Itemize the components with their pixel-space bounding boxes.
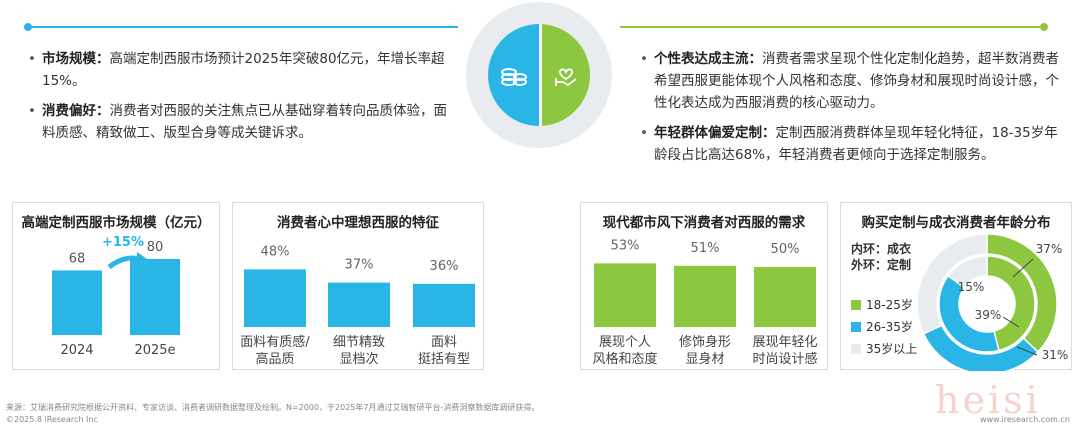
inner-ring-slice xyxy=(947,255,988,289)
age-distribution-title: 购买定制与成衣消费者年龄分布 xyxy=(861,215,1051,231)
legend-label: 18-25岁 xyxy=(866,297,913,312)
age-distribution-panel: 购买定制与成衣消费者年龄分布 37% 31% 15% 39% 内环：成衣 外环：定制 18-… xyxy=(840,202,1072,371)
left-connector-line xyxy=(28,26,458,28)
ideal-features-panel: 消费者心中理想西服的特征 48% 面料有质感/高品质 37% 细节精致 显档次 36% 面料… xyxy=(232,202,484,370)
x-tick-label: 风格和态度 xyxy=(592,351,657,367)
market-size-title: 高端定制西服市场规模（亿元） xyxy=(21,215,211,231)
left-connector-dot xyxy=(24,23,32,31)
right-connector-dot xyxy=(1040,23,1048,31)
ideal-features-title: 消费者心中理想西服的特征 xyxy=(277,215,439,231)
data-label: 80 xyxy=(147,240,164,255)
x-tick-label: 2024 xyxy=(60,343,93,358)
bullet-consumer-preference: 消费偏好：消费者对西服的关注焦点已从基础穿着转向品质体验，面料质感、精致做工、版… xyxy=(28,100,448,144)
outer-ring-slice xyxy=(916,233,988,335)
leader-line xyxy=(1012,258,1034,278)
x-tick-label: 2025e xyxy=(134,343,175,358)
leader-line xyxy=(1016,346,1038,356)
x-tick-label: 高品质 xyxy=(255,351,294,367)
ring-key-inner: 内环：成衣 xyxy=(851,241,911,256)
leader-line xyxy=(1002,316,1020,328)
right-bullet-list: 个性表达成主流：消费者需求呈现个性化定制化趋势，超半数消费者希望西服更能体现个人… xyxy=(640,48,1060,174)
outer-label: 31% xyxy=(1042,348,1069,362)
legend-label: 35岁以上 xyxy=(866,341,917,356)
site-url: www.iresearch.com.cn xyxy=(980,415,1070,424)
bar xyxy=(594,263,656,327)
x-tick-label: 展现年轻化 xyxy=(752,335,817,350)
inner-label: 15% xyxy=(958,280,985,294)
hand-heart-icon xyxy=(539,24,590,126)
bar xyxy=(754,267,816,327)
data-label: 51% xyxy=(691,241,720,256)
watermark-text: heisi xyxy=(935,378,1041,422)
bullet-young-customization: 年轻群体偏爱定制：定制西服消费群体呈现年轻化特征，18-35岁年龄段占比高达68… xyxy=(640,122,1060,166)
bullet-personal-expression: 个性表达成主流：消费者需求呈现个性化定制化趋势，超半数消费者希望西服更能体现个人… xyxy=(640,48,1060,114)
bar xyxy=(674,265,736,327)
data-label: 48% xyxy=(261,244,290,259)
x-tick-label: 修饰身形 xyxy=(679,334,731,350)
inner-ring-slice xyxy=(938,274,1000,353)
bar-2025e xyxy=(130,259,180,335)
coins-icon xyxy=(488,24,539,126)
legend-label: 26-35岁 xyxy=(866,319,913,334)
legend-swatch xyxy=(851,344,861,354)
bar xyxy=(328,282,390,327)
legend-swatch xyxy=(851,322,861,332)
bar xyxy=(413,283,475,327)
data-label: 37% xyxy=(345,258,374,273)
data-label: 68 xyxy=(69,251,86,266)
growth-annotation: +15% xyxy=(102,235,144,250)
right-connector-line xyxy=(620,26,1044,28)
bar xyxy=(244,269,306,327)
source-note: 来源：艾瑞消费研究院根据公开资料、专家访谈、消费者调研数据整理及绘制。N=200… xyxy=(6,403,540,412)
outer-label: 37% xyxy=(1036,242,1063,256)
data-label: 50% xyxy=(771,242,800,257)
x-tick-label: 显档次 xyxy=(339,351,378,367)
x-tick-label: 挺括有型 xyxy=(418,352,470,367)
x-tick-label: 细节精致 xyxy=(333,335,385,350)
x-tick-label: 时尚设计感 xyxy=(752,351,817,367)
market-size-chart: 68 2024 80 2025e +15% xyxy=(52,235,180,358)
urban-demand-title: 现代都市风下消费者对西服的需求 xyxy=(602,215,806,231)
center-emblem xyxy=(466,2,612,148)
x-tick-label: 面料有质感/ xyxy=(240,334,310,350)
data-label: 53% xyxy=(611,238,640,253)
x-tick-label: 显身材 xyxy=(685,351,724,367)
legend-swatch xyxy=(851,300,861,310)
ring-key-outer: 外环：定制 xyxy=(851,257,911,272)
urban-demand-panel: 现代都市风下消费者对西服的需求 53% 展现个人 风格和态度 51% 修饰身形 显身材 50… xyxy=(580,202,828,370)
inner-label: 39% xyxy=(975,308,1002,322)
market-size-panel: 高端定制西服市场规模（亿元） 68 2024 80 2025e +15% xyxy=(12,202,220,370)
data-label: 36% xyxy=(430,259,459,274)
bullet-market-size: 市场规模：高端定制西服市场预计2025年突破80亿元，年增长率超15%。 xyxy=(28,48,448,92)
bar-2024 xyxy=(52,270,102,335)
copyright: ©2025.8 iResearch Inc xyxy=(6,415,98,424)
inner-ring-slice xyxy=(986,255,1036,352)
left-bullet-list: 市场规模：高端定制西服市场预计2025年突破80亿元，年增长率超15%。 消费偏… xyxy=(28,48,448,152)
x-tick-label: 面料 xyxy=(431,335,457,350)
x-tick-label: 展现个人 xyxy=(599,335,651,350)
growth-arrow-head xyxy=(136,252,147,265)
